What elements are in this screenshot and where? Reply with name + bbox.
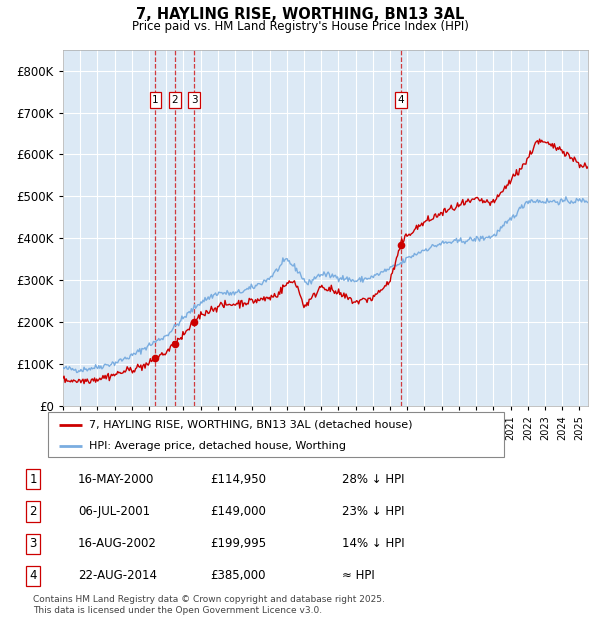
Text: 4: 4 — [398, 95, 404, 105]
Text: 3: 3 — [191, 95, 197, 105]
Text: 23% ↓ HPI: 23% ↓ HPI — [342, 505, 404, 518]
Text: 3: 3 — [29, 538, 37, 550]
Text: 16-MAY-2000: 16-MAY-2000 — [78, 473, 154, 485]
Text: 1: 1 — [152, 95, 159, 105]
Text: 2: 2 — [29, 505, 37, 518]
Text: 7, HAYLING RISE, WORTHING, BN13 3AL (detached house): 7, HAYLING RISE, WORTHING, BN13 3AL (det… — [89, 420, 413, 430]
Text: 16-AUG-2002: 16-AUG-2002 — [78, 538, 157, 550]
Text: 22-AUG-2014: 22-AUG-2014 — [78, 570, 157, 582]
Text: £385,000: £385,000 — [210, 570, 265, 582]
Text: Price paid vs. HM Land Registry's House Price Index (HPI): Price paid vs. HM Land Registry's House … — [131, 20, 469, 33]
Text: £199,995: £199,995 — [210, 538, 266, 550]
Text: 7, HAYLING RISE, WORTHING, BN13 3AL: 7, HAYLING RISE, WORTHING, BN13 3AL — [136, 7, 464, 22]
Text: 06-JUL-2001: 06-JUL-2001 — [78, 505, 150, 518]
Text: £149,000: £149,000 — [210, 505, 266, 518]
Text: £114,950: £114,950 — [210, 473, 266, 485]
Text: 1: 1 — [29, 473, 37, 485]
Text: 14% ↓ HPI: 14% ↓ HPI — [342, 538, 404, 550]
Text: ≈ HPI: ≈ HPI — [342, 570, 375, 582]
Text: 28% ↓ HPI: 28% ↓ HPI — [342, 473, 404, 485]
Text: 2: 2 — [172, 95, 178, 105]
Text: 4: 4 — [29, 570, 37, 582]
Text: HPI: Average price, detached house, Worthing: HPI: Average price, detached house, Wort… — [89, 441, 346, 451]
Text: Contains HM Land Registry data © Crown copyright and database right 2025.
This d: Contains HM Land Registry data © Crown c… — [33, 595, 385, 614]
